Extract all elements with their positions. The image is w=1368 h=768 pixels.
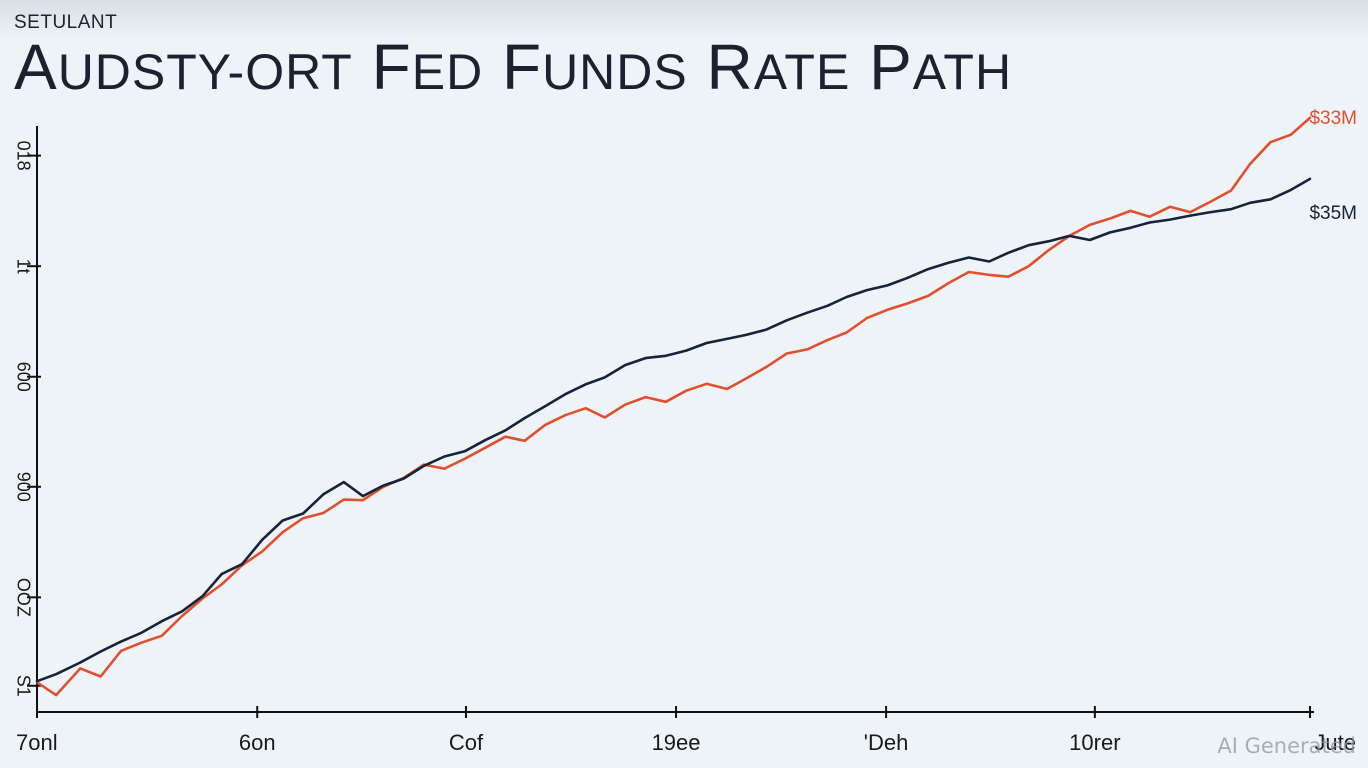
y-tick-label: 900 (13, 472, 33, 502)
title-part: ED (411, 44, 484, 100)
title-part: R (687, 31, 754, 103)
series-line-2 (35, 177, 1312, 683)
title-part: ATH (912, 44, 1013, 100)
title-part: ATE (753, 44, 851, 100)
x-tick-label: Jute (1314, 730, 1356, 755)
brand-label: SETULANT (14, 12, 118, 33)
x-tick-label: 7onl (16, 730, 58, 755)
y-tick-label: 1t (13, 259, 33, 274)
x-tick-label: 19ee (652, 730, 701, 755)
x-tick-label: 'Deh (864, 730, 909, 755)
series-line-1 (35, 116, 1312, 697)
title-part: P (850, 31, 913, 103)
header-band (0, 0, 1368, 40)
series-end-label: $35M (1309, 203, 1357, 224)
x-tick-label: 6on (239, 730, 276, 755)
y-tick-label: S1 (13, 675, 33, 697)
watermark: AI Generated (1217, 734, 1356, 758)
title-part: UNDS (542, 44, 688, 100)
page-title: AUDSTY-ORT FED FUNDS RATE PATH (14, 32, 1012, 107)
y-tick-label: 600 (13, 362, 33, 392)
title-part: A (14, 31, 58, 103)
title-part: F (352, 31, 412, 103)
title-part: UDSTY-ORT (57, 44, 353, 100)
y-tick-label: 018 (13, 141, 33, 171)
x-tick-label: 10rer (1069, 730, 1120, 755)
series-end-label: $33M (1309, 108, 1357, 129)
y-tick-label: OOZ (13, 578, 33, 617)
x-tick-label: Cof (449, 730, 484, 755)
title-part: F (483, 31, 543, 103)
